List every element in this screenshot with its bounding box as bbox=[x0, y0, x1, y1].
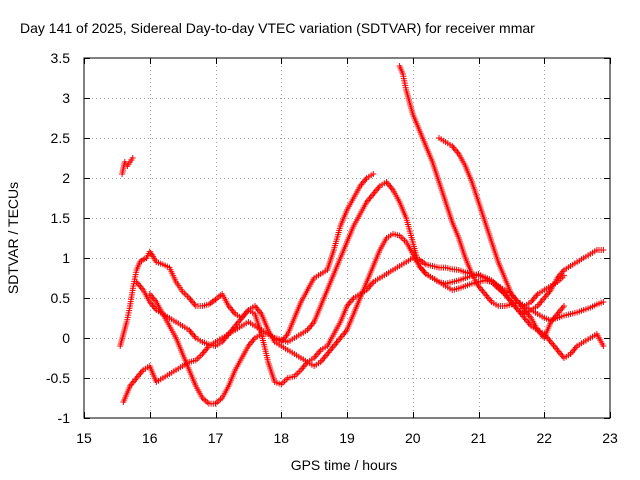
y-tick-label: 0.5 bbox=[51, 290, 71, 306]
data-marks bbox=[117, 63, 607, 407]
x-tick-label: 21 bbox=[471, 430, 487, 446]
y-tick-label: 2.5 bbox=[51, 130, 71, 146]
y-tick-label: 0 bbox=[62, 330, 70, 346]
x-tick-label: 17 bbox=[208, 430, 224, 446]
series-arc-7 bbox=[436, 135, 567, 309]
x-tick-label: 23 bbox=[602, 430, 618, 446]
data-point-marker bbox=[600, 299, 607, 305]
data-point-marker bbox=[600, 247, 607, 253]
x-tick-label: 18 bbox=[273, 430, 289, 446]
data-point-marker bbox=[561, 303, 567, 309]
data-point-marker bbox=[370, 171, 377, 177]
y-tick-labels: -1 -0.5 0 0.5 1 1.5 2 2.5 3 3.5 bbox=[46, 50, 70, 426]
y-tick-label: 2 bbox=[62, 170, 70, 186]
chart-title: Day 141 of 2025, Sidereal Day-to-day VTE… bbox=[20, 20, 535, 36]
series-arc-6 bbox=[396, 63, 607, 324]
x-tick-label: 20 bbox=[405, 430, 421, 446]
x-tick-label: 19 bbox=[339, 430, 355, 446]
plot-frame bbox=[83, 57, 611, 419]
y-tick-label: 3.5 bbox=[51, 50, 71, 66]
series-arc-1 bbox=[119, 155, 136, 177]
y-tick-label: 1.5 bbox=[51, 210, 71, 226]
y-tick-label: -0.5 bbox=[46, 370, 70, 386]
y-tick-label: 3 bbox=[62, 90, 70, 106]
y-axis-title: SDTVAR / TECUs bbox=[5, 182, 21, 294]
x-tick-label: 16 bbox=[142, 430, 158, 446]
data-point-marker bbox=[129, 155, 136, 161]
x-tick-label: 15 bbox=[76, 430, 92, 446]
x-tick-labels: 15 16 17 18 19 20 21 22 23 bbox=[76, 430, 618, 446]
data-point-marker bbox=[561, 272, 567, 279]
x-axis-title: GPS time / hours bbox=[291, 457, 398, 473]
data-point-marker bbox=[600, 343, 607, 349]
y-tick-label: 1 bbox=[62, 250, 70, 266]
series-arc-4 bbox=[133, 231, 607, 369]
x-tick-label: 22 bbox=[536, 430, 552, 446]
y-tick-label: -1 bbox=[58, 410, 71, 426]
series-arc-5 bbox=[146, 171, 377, 407]
